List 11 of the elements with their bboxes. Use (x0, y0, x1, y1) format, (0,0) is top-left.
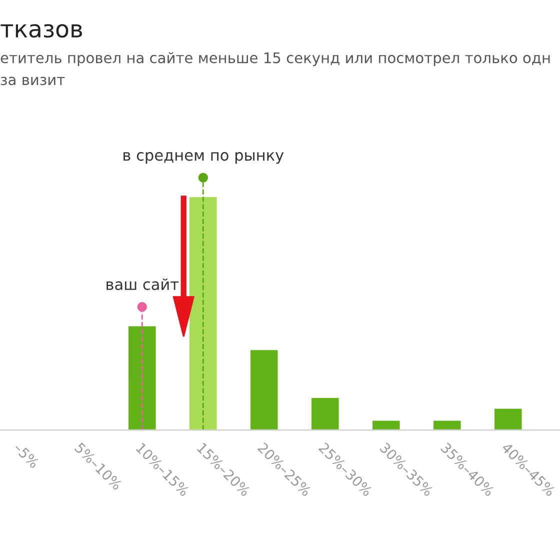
bar (249, 348, 280, 430)
bar (371, 419, 402, 430)
bar (493, 407, 524, 430)
chart-title: тказов (0, 24, 82, 38)
bar (127, 324, 158, 430)
bar (310, 396, 340, 430)
chart-subtitle: етитель провел на сайте меньше 15 секунд или посмотрел только одн за визит (0, 52, 550, 86)
annotation: в среднем по рынку (124, 152, 284, 164)
x-tick-label: –5% (13, 442, 40, 469)
bar (432, 419, 462, 430)
annotation: ваш сайт (106, 278, 179, 290)
